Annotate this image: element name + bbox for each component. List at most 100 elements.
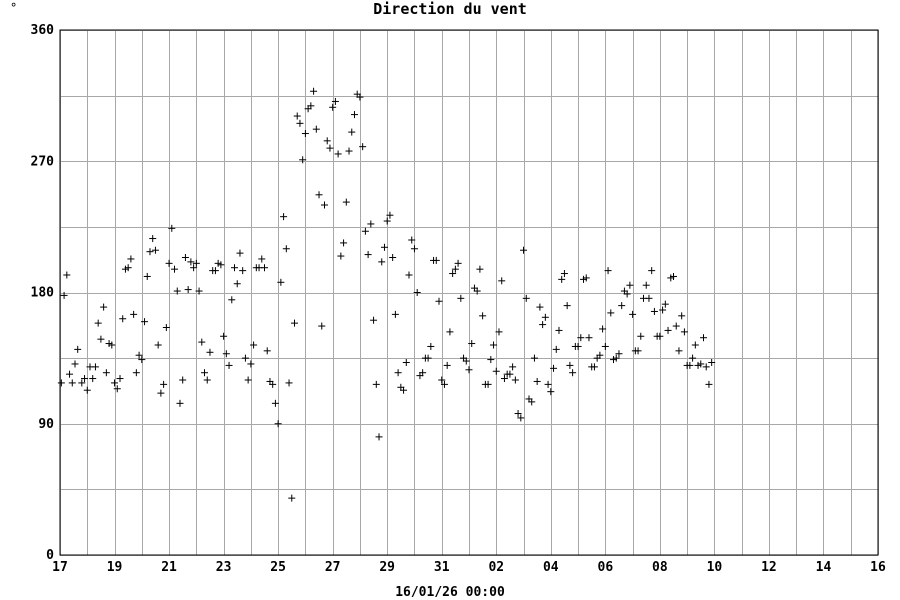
data-point [184,286,192,294]
data-point [372,380,380,388]
data-point [443,361,451,369]
data-point [173,287,181,295]
data-point [310,87,318,95]
data-point [626,281,634,289]
data-point [664,326,672,334]
data-point [348,128,356,136]
data-point [239,267,247,275]
data-point [566,361,574,369]
data-point [367,220,375,228]
x-tick-label: 12 [761,560,777,575]
data-point [440,380,448,388]
data-point [293,112,301,120]
data-point [228,296,236,304]
data-point [179,376,187,384]
data-point [359,143,367,151]
x-tick-label: 16 [870,560,886,575]
data-point [705,380,713,388]
data-point [656,332,664,340]
data-point [590,363,598,371]
y-tick-label: 0 [46,548,54,563]
x-tick-label: 04 [543,560,559,575]
data-point [612,354,620,362]
data-point [285,379,293,387]
data-point [541,313,549,321]
data-point [410,245,418,253]
x-axis-label: 16/01/26 00:00 [395,585,505,600]
data-point [111,379,119,387]
data-point [323,137,331,145]
data-point [108,341,116,349]
y-tick-label: 270 [31,154,55,169]
data-point [569,369,577,377]
data-point [345,147,353,155]
data-point [645,294,653,302]
data-point [574,342,582,350]
data-point [211,267,219,275]
data-point [637,332,645,340]
x-tick-labels: 17 19 21 23 25 27 29 31 02 04 06 08 10 12 14 16 [52,560,886,575]
data-point [220,332,228,340]
data-point [277,278,285,286]
data-point [697,360,705,368]
data-point [162,324,170,331]
data-point [427,342,435,350]
data-point [405,271,413,279]
data-point [63,271,71,279]
x-tick-label: 08 [652,560,668,575]
y-tick-labels: 0 90 180 270 360 [31,23,55,563]
data-point [299,156,307,164]
data-point [171,265,179,273]
data-point [94,319,102,327]
data-point [60,291,68,299]
data-point [449,270,457,278]
data-point [511,376,519,384]
data-point [560,270,568,278]
data-point [686,361,694,369]
data-point [81,375,89,383]
data-point [141,318,149,326]
data-point [320,201,328,209]
data-point [130,310,138,318]
y-tick-label: 360 [31,23,55,38]
data-point [280,213,288,221]
data-point [454,259,462,267]
data-point [157,389,165,397]
data-point [402,359,410,366]
data-point [250,341,258,349]
data-point [274,420,282,428]
data-point [528,398,536,406]
data-point [222,350,230,358]
data-point [495,328,503,336]
data-point [487,356,495,364]
data-point [383,217,391,225]
data-point [236,249,244,257]
data-point [506,370,514,378]
data-point [691,341,699,349]
data-point [659,306,667,314]
x-tick-label: 29 [379,560,395,575]
data-point [484,380,492,388]
data-point [629,310,637,318]
x-tick-label: 06 [598,560,614,575]
data-point [356,93,364,101]
data-point [307,102,315,110]
data-point [102,369,110,377]
data-point [544,380,552,388]
data-point [547,388,555,396]
data-point [329,103,337,111]
data-point [165,259,173,267]
data-point [473,287,481,295]
data-point [670,272,677,280]
data-point [181,254,189,261]
data-point [623,290,631,298]
data-point [326,144,334,152]
data-point [135,351,143,359]
corner-mark: ° [10,1,17,15]
data-point [312,125,320,133]
data-point [342,198,350,206]
data-point [389,254,397,261]
data-point [315,191,323,199]
data-point [78,379,86,387]
data-point [678,312,686,320]
